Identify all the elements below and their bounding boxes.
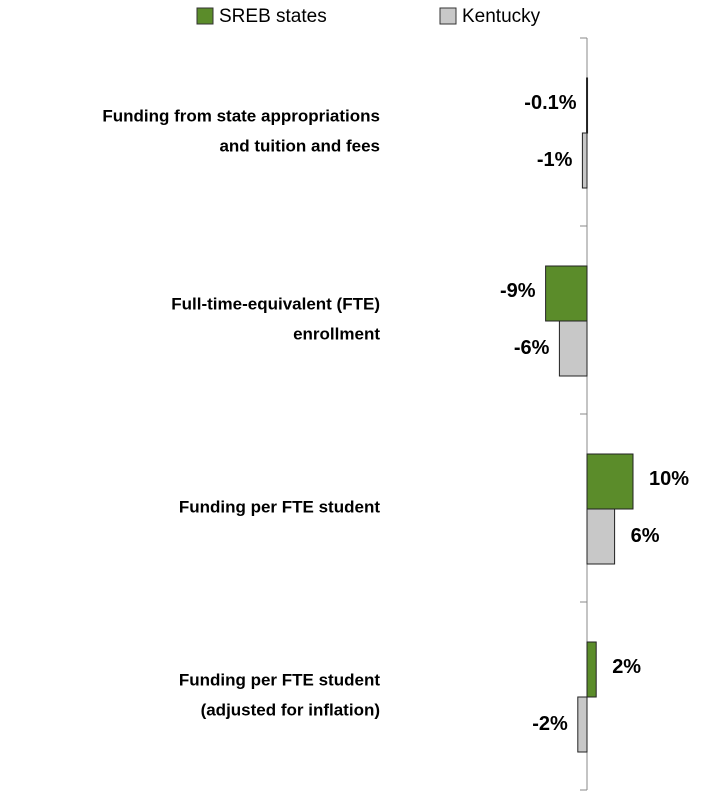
category-label: Funding per FTE student bbox=[179, 497, 380, 516]
category-label: and tuition and fees bbox=[219, 136, 380, 155]
category-label: enrollment bbox=[293, 324, 380, 343]
value-label: 10% bbox=[649, 468, 689, 490]
value-label: -1% bbox=[537, 149, 573, 171]
bar bbox=[581, 132, 588, 189]
value-label: 6% bbox=[631, 525, 660, 547]
value-label: 2% bbox=[612, 656, 641, 678]
bar bbox=[586, 508, 616, 565]
category-label: (adjusted for inflation) bbox=[201, 700, 380, 719]
bar bbox=[545, 265, 588, 322]
bar bbox=[586, 453, 634, 510]
bar bbox=[586, 77, 589, 134]
value-label: -2% bbox=[532, 713, 568, 735]
category-label: Funding from state appropriations bbox=[102, 106, 380, 125]
legend-label: SREB states bbox=[219, 6, 327, 27]
bar bbox=[577, 696, 588, 753]
bar bbox=[558, 320, 588, 377]
value-label: -6% bbox=[514, 337, 550, 359]
category-label: Funding per FTE student bbox=[179, 670, 380, 689]
legend-swatch bbox=[439, 7, 457, 25]
category-label: Full-time-equivalent (FTE) bbox=[171, 294, 380, 313]
bar bbox=[586, 641, 597, 698]
value-label: -9% bbox=[500, 280, 536, 302]
legend-swatch bbox=[196, 7, 214, 25]
value-label: -0.1% bbox=[524, 92, 576, 114]
legend-label: Kentucky bbox=[462, 6, 541, 27]
